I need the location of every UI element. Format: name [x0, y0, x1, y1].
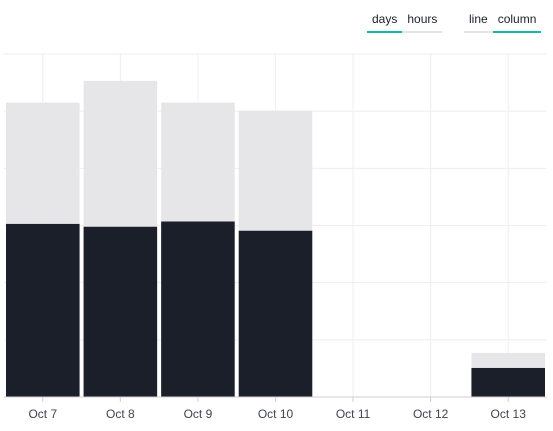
x-tick-label: Oct 8	[106, 407, 135, 421]
column-toggle[interactable]: column	[492, 8, 542, 33]
x-tick-label: Oct 9	[184, 407, 213, 421]
bar-segment	[238, 230, 313, 397]
bar-segment	[83, 226, 158, 397]
x-tick-label: Oct 11	[336, 407, 371, 421]
x-tick-label: Oct 10	[258, 407, 294, 421]
chart-type-toggle-group: line column	[464, 8, 542, 33]
bar-segment	[6, 102, 80, 224]
range-toggle-group: days hours	[367, 8, 443, 33]
bar-segment	[471, 367, 545, 397]
line-toggle[interactable]: line	[464, 8, 493, 33]
bar-segment	[161, 221, 235, 397]
bar-segment	[161, 102, 235, 222]
bar-segment	[471, 352, 545, 368]
bar-segment	[83, 80, 158, 227]
hours-toggle[interactable]: hours	[402, 8, 443, 33]
bar-segment	[6, 223, 80, 397]
x-tick-label: Oct 12	[413, 407, 449, 421]
x-tick-label: Oct 13	[491, 407, 527, 421]
days-toggle[interactable]: days	[367, 8, 403, 33]
x-tick-label: Oct 7	[28, 407, 57, 421]
bar-segment	[238, 110, 313, 231]
